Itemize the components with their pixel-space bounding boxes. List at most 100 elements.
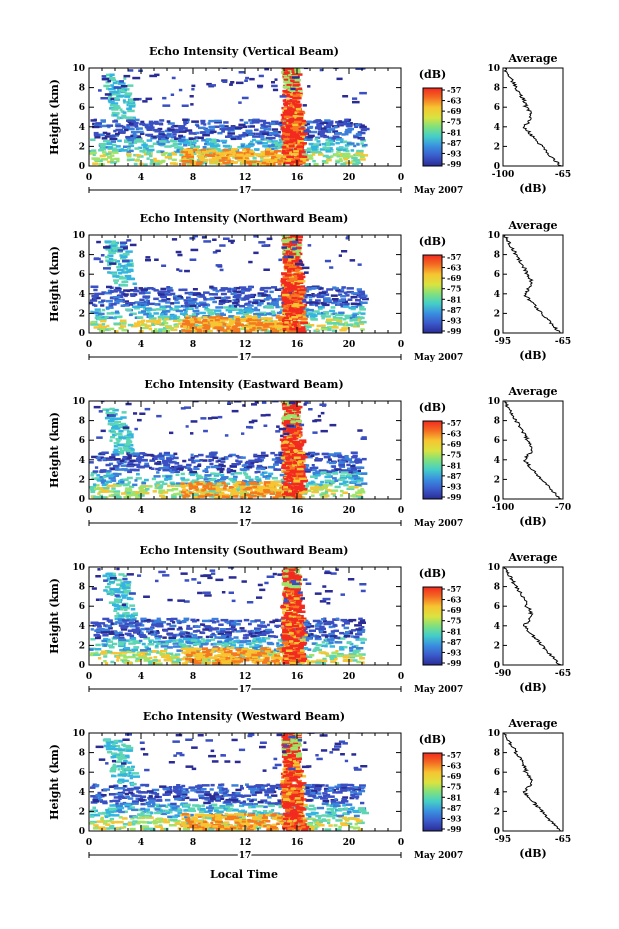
heatmap — [89, 68, 370, 166]
x-tick-label: 12 — [239, 506, 252, 516]
average-y-tick-label: 4 — [494, 788, 500, 798]
average-profile-line — [503, 67, 562, 167]
average-x-tick-label: -100 — [492, 503, 515, 513]
colorbar-unit: (dB) — [419, 68, 446, 81]
heatmap — [89, 401, 368, 499]
average-y-tick-label: 6 — [494, 103, 500, 113]
colorbar-tick-label: -63 — [447, 595, 462, 605]
x-tick-label: 20 — [343, 672, 356, 682]
average-frame — [502, 67, 564, 167]
x-tick-label: 0 — [398, 838, 404, 848]
average-x-tick-label: -65 — [555, 835, 571, 845]
average-x-tick-label: -100 — [492, 170, 515, 180]
colorbar-tick-label: -75 — [447, 284, 461, 294]
x-tick-label: 0 — [86, 672, 92, 682]
day-label: 17 — [239, 353, 252, 363]
colorbar-tick-label: -87 — [447, 305, 461, 315]
x-tick-label: 16 — [291, 506, 304, 516]
x-tick-label: 4 — [138, 672, 144, 682]
y-tick-label: 2 — [79, 807, 85, 817]
colorbar-tick-label: -81 — [447, 127, 461, 137]
average-x-label: (dB) — [519, 182, 546, 195]
y-tick-label: 10 — [72, 231, 85, 241]
x-tick-label: 0 — [86, 506, 92, 516]
chart-title: Echo Intensity (Westward Beam) — [143, 710, 345, 723]
heatmap — [89, 733, 369, 831]
y-axis-label: Height (km) — [48, 79, 61, 155]
y-tick-label: 4 — [79, 456, 85, 466]
average-x-tick-label: -65 — [555, 337, 571, 347]
x-tick-label: 4 — [138, 173, 144, 183]
colorbar-tick-label: -81 — [447, 792, 461, 802]
y-tick-label: 10 — [72, 729, 85, 739]
colorbar — [422, 752, 443, 832]
colorbar-tick-label: -69 — [447, 273, 462, 283]
average-y-tick-label: 4 — [494, 622, 500, 632]
average-y-tick-label: 10 — [487, 563, 500, 573]
month-label: May 2007 — [414, 851, 463, 861]
y-tick-label: 4 — [79, 290, 85, 300]
colorbar — [422, 87, 443, 167]
colorbar-tick-label: -57 — [447, 85, 461, 95]
y-tick-label: 2 — [79, 475, 85, 485]
average-x-tick-label: -65 — [555, 669, 571, 679]
colorbar-tick-label: -87 — [447, 637, 461, 647]
y-tick-label: 8 — [79, 417, 85, 427]
month-label: May 2007 — [414, 353, 463, 363]
average-y-tick-label: 6 — [494, 436, 500, 446]
colorbar — [422, 254, 443, 334]
chart-title: Echo Intensity (Southward Beam) — [140, 544, 349, 557]
x-tick-label: 4 — [138, 340, 144, 350]
average-title: Average — [507, 385, 557, 398]
colorbar-unit: (dB) — [419, 235, 446, 248]
average-y-tick-label: 2 — [494, 641, 500, 651]
day-label: 17 — [239, 685, 252, 695]
average-x-tick-label: -90 — [495, 669, 511, 679]
y-tick-label: 4 — [79, 622, 85, 632]
average-y-tick-label: 2 — [494, 142, 500, 152]
y-axis-label: Height (km) — [48, 246, 61, 322]
average-x-label: (dB) — [519, 349, 546, 362]
average-frame — [502, 732, 564, 832]
average-x-tick-label: -95 — [495, 337, 511, 347]
average-y-tick-label: 10 — [487, 397, 500, 407]
x-tick-label: 4 — [138, 506, 144, 516]
chart-panel: Echo Intensity (Vertical Beam) Height (km… — [48, 45, 571, 198]
average-title: Average — [507, 717, 557, 730]
x-tick-label: 0 — [86, 173, 92, 183]
average-y-tick-label: 0 — [494, 827, 500, 837]
y-tick-label: 2 — [79, 309, 85, 319]
average-y-tick-label: 8 — [494, 583, 500, 593]
x-tick-label: 0 — [398, 672, 404, 682]
average-y-tick-label: 10 — [487, 231, 500, 241]
y-axis-label: Height (km) — [48, 412, 61, 488]
heatmap — [89, 567, 367, 665]
x-tick-label: 16 — [291, 340, 304, 350]
y-tick-label: 2 — [79, 641, 85, 651]
x-tick-label: 16 — [291, 173, 304, 183]
colorbar-tick-label: -99 — [447, 658, 462, 668]
average-y-tick-label: 2 — [494, 309, 500, 319]
average-profile-line — [503, 566, 562, 666]
y-tick-label: 8 — [79, 749, 85, 759]
y-tick-label: 6 — [79, 103, 85, 113]
colorbar-tick-label: -57 — [447, 252, 461, 262]
y-tick-label: 0 — [79, 661, 85, 671]
average-x-label: (dB) — [519, 515, 546, 528]
chart-panel: Echo Intensity (Southward Beam) Height (k… — [48, 544, 571, 697]
x-tick-label: 16 — [291, 838, 304, 848]
average-x-tick-label: -95 — [495, 835, 511, 845]
average-profile-line — [503, 234, 561, 334]
x-tick-label: 0 — [398, 340, 404, 350]
y-tick-label: 10 — [72, 64, 85, 74]
colorbar-tick-label: -87 — [447, 138, 461, 148]
month-label: May 2007 — [414, 519, 463, 529]
chart-panel: Echo Intensity (Westward Beam) Height (km… — [48, 710, 571, 863]
day-label: 17 — [239, 186, 252, 196]
x-axis-label: Local Time — [210, 868, 278, 881]
y-tick-label: 4 — [79, 123, 85, 133]
y-axis-label: Height (km) — [48, 578, 61, 654]
colorbar-unit: (dB) — [419, 567, 446, 580]
average-frame — [502, 234, 564, 334]
colorbar-tick-label: -87 — [447, 803, 461, 813]
